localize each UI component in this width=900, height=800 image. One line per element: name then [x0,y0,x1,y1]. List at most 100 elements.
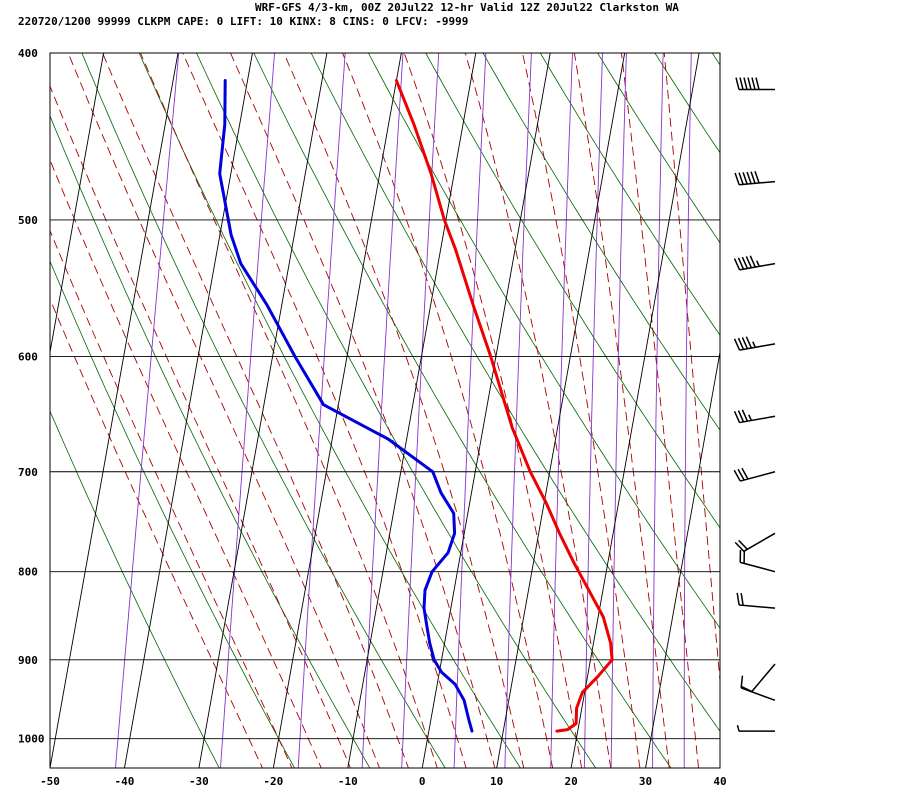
barb-flag [741,467,749,480]
barb-flag [738,172,744,185]
barb-half-flag [756,260,760,267]
barb-flag [740,593,744,606]
y-tick-label: 1000 [18,733,45,746]
barb-flag [741,337,749,349]
dry-adiabat [50,260,296,768]
wind-barb [739,549,776,573]
barb-flag [737,257,745,270]
barb-flag [750,171,756,184]
wind-barb [733,336,776,351]
barb-flag [747,77,752,90]
barb-flag [751,77,756,90]
isotherm [496,53,626,768]
x-tick-label: -10 [338,775,358,788]
x-tick-label: -40 [115,775,135,788]
barb-flag [734,541,745,552]
x-tick-label: -50 [40,775,60,788]
barb-shaft [740,687,776,701]
isotherm [347,53,477,768]
y-tick-label: 800 [18,566,38,579]
moist-adiabat [464,53,612,768]
isotherm [50,53,104,355]
barb-flag [737,410,745,423]
dry-adiabat [597,53,720,244]
y-tick-label: 400 [18,47,38,60]
x-tick-label: -30 [189,775,209,788]
mixing-ratio-line [652,53,664,768]
mixing-ratio-line [220,53,276,768]
wind-barb [740,663,776,693]
mixing-ratio-line [550,53,573,768]
moist-adiabat [342,53,554,768]
isotherm [421,53,551,768]
barb-flag [739,77,744,90]
x-tick-label: 20 [564,775,577,788]
moist-adiabat [140,53,438,768]
barb-shaft [739,180,776,186]
moist-adiabat [50,298,263,768]
isotherm [570,53,700,768]
wind-barb [735,77,775,91]
moist-adiabat [283,53,525,768]
barb-flag [736,592,740,606]
grid-lines [50,53,720,768]
barb-shaft [743,532,776,552]
barb-flag [733,469,741,482]
barb-flag [741,409,749,422]
barb-shaft [739,343,776,351]
barb-shaft [739,604,776,609]
dry-adiabat [138,53,521,768]
x-tick-label: 10 [490,775,503,788]
wind-barb [733,255,776,271]
barb-flag [737,337,745,350]
moist-adiabat [102,53,409,768]
isotherm [124,53,253,768]
dewpoint-profile [218,79,474,733]
barb-flag [745,336,753,349]
moist-adiabat [67,53,380,768]
moist-adiabat [663,53,720,686]
barb-flag [742,172,748,185]
moist-adiabat [573,53,670,768]
x-tick-label: 0 [419,775,426,788]
wind-barb [736,592,776,609]
dry-adiabat [857,15,900,800]
moist-adiabat [182,53,467,768]
isotherm [198,53,328,768]
barb-flag [733,338,741,351]
barb-shaft [740,471,776,482]
dry-adiabat [482,53,720,431]
dry-adiabat [711,53,720,66]
mixing-ratio-line [401,53,440,768]
wind-barbs [733,77,776,732]
dry-adiabat [654,53,720,154]
barb-half-flag [748,414,753,421]
barb-shaft [751,663,776,693]
barb-flag [754,171,760,184]
barb-flag [733,258,741,271]
moist-adiabat [403,53,583,768]
barb-flag [746,171,752,184]
barb-flag [737,468,745,481]
isotherm [645,349,720,768]
mixing-ratio-line [719,441,720,650]
dry-adiabat [50,410,220,768]
barb-flag [733,410,741,423]
moist-adiabat [50,229,293,768]
barb-flag [734,172,740,185]
dry-adiabat [253,53,672,768]
wind-barb [733,467,776,482]
y-tick-label: 500 [18,214,38,227]
wind-barb [736,724,775,732]
header-title: WRF-GFS 4/3-km, 00Z 20Jul22 12-hr Valid … [255,1,679,14]
mixing-ratio-line [361,53,404,768]
dry-adiabat [50,114,371,768]
y-tick-label: 700 [18,466,38,479]
wind-barb [733,409,776,424]
wind-barb [740,675,776,701]
header-indices: 220720/1200 99999 CLKPM CAPE: 0 LIFT: 10… [18,15,468,28]
barb-flag [735,77,740,90]
temperature-profile [394,79,614,733]
barb-shaft [739,262,776,271]
